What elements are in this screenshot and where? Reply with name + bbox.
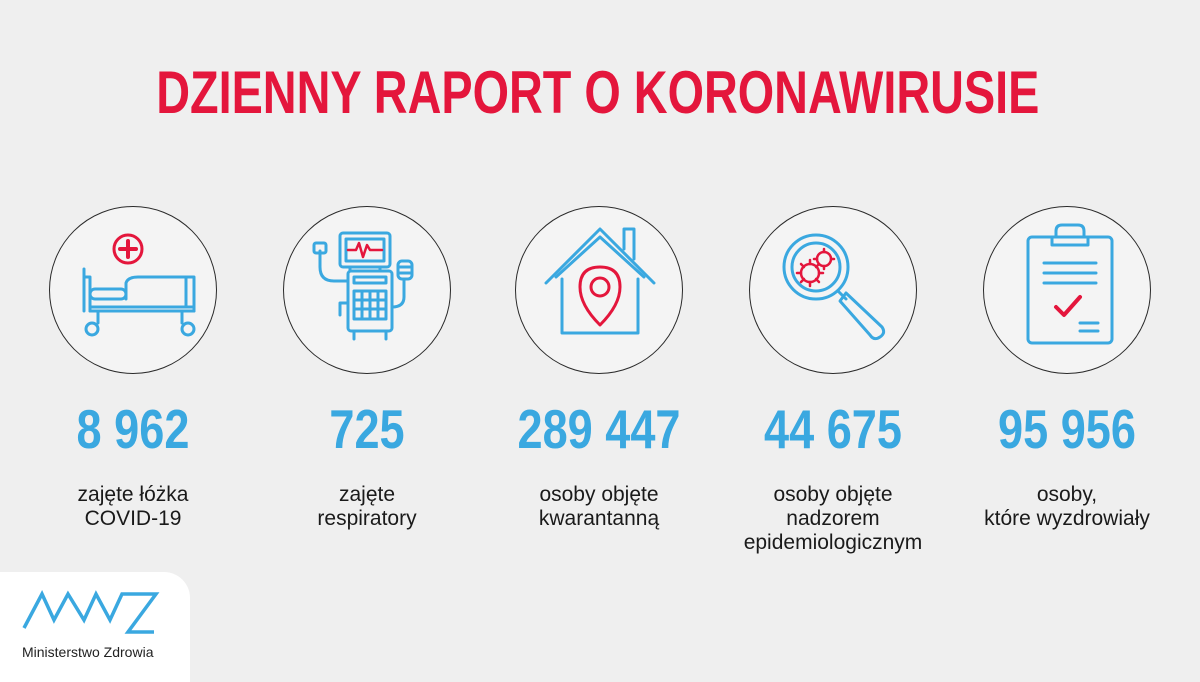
beds-value: 8 962 bbox=[76, 398, 190, 460]
ventilators-value: 725 bbox=[329, 398, 405, 460]
surveillance-label: osoby objęte nadzorem epidemiologicznym bbox=[743, 483, 923, 554]
icon-circle bbox=[49, 206, 217, 374]
ministry-logo bbox=[0, 572, 190, 682]
recovered-value: 95 956 bbox=[998, 398, 1136, 460]
ventilator-icon bbox=[312, 231, 414, 341]
ventilators-label: zajęte respiratory bbox=[317, 483, 417, 530]
clipboard-check-icon bbox=[1026, 223, 1114, 345]
icon-circle bbox=[283, 206, 451, 374]
magnifier-virus-icon bbox=[782, 233, 886, 341]
house-location-icon bbox=[544, 227, 656, 335]
surveillance-value: 44 675 bbox=[764, 398, 902, 460]
quarantine-label: osoby objęte kwarantanną bbox=[538, 483, 660, 530]
recovered-label: osoby, które wyzdrowiały bbox=[984, 483, 1150, 530]
icon-circle bbox=[515, 206, 683, 374]
quarantine-value: 289 447 bbox=[517, 398, 681, 460]
hospital-bed-icon bbox=[82, 233, 196, 337]
icon-circle bbox=[983, 206, 1151, 374]
icon-circle bbox=[749, 206, 917, 374]
ministry-logo-text: Ministerstwo Zdrowia bbox=[22, 644, 154, 660]
beds-label: zajęte łóżka COVID-19 bbox=[77, 483, 189, 530]
page-title: DZIENNY RAPORT O KORONAWIRUSIE bbox=[156, 59, 1040, 126]
ministry-logo-icon bbox=[22, 590, 160, 634]
